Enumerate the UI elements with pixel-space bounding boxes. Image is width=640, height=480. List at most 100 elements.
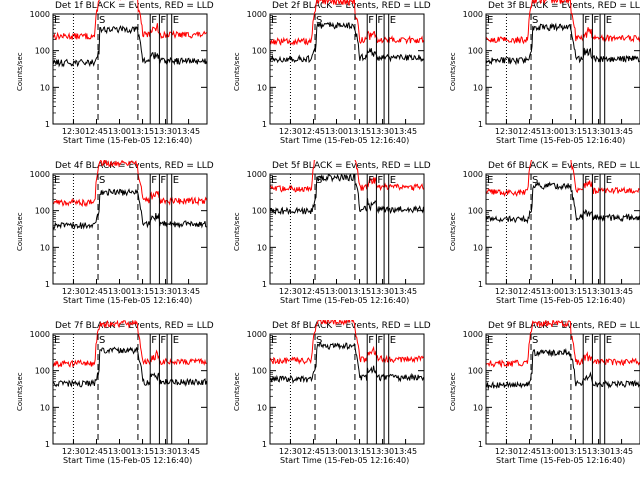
event-marker-label: E [390,335,396,346]
y-tick-label: 10 [257,83,267,92]
y-tick-label: 1 [478,440,483,449]
panel-plot: 1 10 100 1000 12:30 12:45 13:00 13:15 13:30 13:45… [247,0,425,136]
lld-series-line [485,320,640,369]
x-tick-label: 13:00 [541,127,564,136]
x-tick-label: 13:15 [348,127,371,136]
y-tick-label: 1 [262,280,267,289]
x-tick-label: 12:30 [279,287,302,296]
event-marker-label: E [173,175,179,186]
x-tick-label: 13:15 [348,447,371,456]
x-tick-label: 13:30 [371,127,394,136]
event-marker-label: F [593,15,599,26]
event-marker-label: E [173,15,179,26]
y-tick-label: 1 [45,120,50,129]
x-tick-label: 13:15 [348,287,371,296]
detector-panel: Det 7f BLACK = Events, RED = LLD 1 10 100 10… [8,320,214,480]
y-tick-label: 1000 [463,330,483,339]
x-axis-label: Start Time (15-Feb-05 12:16:40) [63,136,193,145]
lld-series-line [269,0,424,46]
event-marker-label: F [151,15,157,26]
event-marker-label: E [54,335,60,346]
detector-panel: Det 3f BLACK = Events, RED = LLD 1 10 100 10… [441,0,640,160]
x-tick-label: 12:45 [302,287,325,296]
panel-title: Det 5f BLACK = Events, RED = LLD [272,161,431,171]
panel-plot: 1 10 100 1000 12:30 12:45 13:00 13:15 13:30 13:45… [30,160,208,296]
x-tick-label: 13:00 [108,127,131,136]
y-axis-label: Counts/sec [16,212,24,251]
lld-series-line [52,0,207,41]
event-marker-label: F [368,335,374,346]
event-marker-label: E [271,335,277,346]
events-series-line [52,24,207,68]
y-tick-label: 1 [45,280,50,289]
event-marker-label: E [54,175,60,186]
x-tick-label: 13:30 [587,287,610,296]
events-series-line [269,342,424,384]
x-tick-label: 13:15 [131,287,154,296]
x-tick-label: 13:45 [177,127,200,136]
y-tick-label: 100 [35,207,50,216]
x-tick-label: 12:30 [62,287,85,296]
x-axis-label: Start Time (15-Feb-05 12:16:40) [496,136,626,145]
event-marker-label: S [99,335,105,346]
y-axis-label: Counts/sec [16,52,24,91]
panel-plot: 1 10 100 1000 12:30 12:45 13:00 13:15 13:30 13:45… [30,320,208,456]
y-tick-label: 10 [40,243,50,252]
panel-title: Det 7f BLACK = Events, RED = LLD [55,321,214,331]
x-tick-label: 12:30 [62,127,85,136]
x-tick-label: 13:45 [394,447,417,456]
event-marker-label: E [54,15,60,26]
y-axis-label: Counts/sec [233,52,241,91]
y-tick-label: 10 [473,243,483,252]
x-tick-label: 13:30 [154,447,177,456]
x-tick-label: 13:30 [371,287,394,296]
x-tick-label: 13:45 [177,287,200,296]
events-series-line [485,22,640,66]
x-tick-label: 12:45 [302,127,325,136]
plot-frame [269,333,425,445]
events-series-line [269,21,424,64]
y-tick-label: 10 [257,243,267,252]
y-tick-label: 100 [252,47,267,56]
lld-series-line [269,320,424,365]
x-tick-label: 12:30 [62,447,85,456]
y-axis-label: Counts/sec [233,212,241,251]
y-tick-label: 10 [473,403,483,412]
x-tick-label: 13:45 [610,287,633,296]
panel-title: Det 4f BLACK = Events, RED = LLD [55,161,214,171]
plot-frame [485,13,640,125]
event-marker-label: S [99,15,105,26]
x-tick-label: 12:45 [302,447,325,456]
event-marker-label: E [487,175,493,186]
y-tick-label: 100 [35,367,50,376]
panel-title: Det 1f BLACK = Events, RED = LLD [55,1,214,11]
x-tick-label: 13:30 [587,447,610,456]
x-tick-label: 13:00 [325,447,348,456]
y-tick-label: 1000 [463,170,483,179]
x-tick-label: 13:00 [108,447,131,456]
y-tick-label: 10 [257,403,267,412]
event-marker-label: E [606,175,612,186]
y-tick-label: 1000 [247,10,267,19]
event-marker-label: F [377,15,383,26]
y-tick-label: 1000 [30,170,50,179]
x-axis-label: Start Time (15-Feb-05 12:16:40) [496,456,626,465]
panel-plot: 1 10 100 1000 12:30 12:45 13:00 13:15 13:30 13:45… [463,320,640,456]
y-tick-label: 10 [40,83,50,92]
plot-frame [485,173,640,285]
x-axis-label: Start Time (15-Feb-05 12:16:40) [496,296,626,305]
events-series-line [269,173,424,216]
panel-title: Det 6f BLACK = Events, RED = LLD [488,161,640,171]
x-tick-label: 12:30 [279,127,302,136]
event-marker-label: S [316,335,322,346]
detector-panel: Det 8f BLACK = Events, RED = LLD 1 10 100 10… [225,320,431,480]
panel-plot: 1 10 100 1000 12:30 12:45 13:00 13:15 13:30 13:45… [30,0,208,136]
y-axis-label: Counts/sec [449,52,457,91]
detector-panel: Det 2f BLACK = Events, RED = LLD 1 10 100 10… [225,0,431,160]
y-tick-label: 10 [473,83,483,92]
event-marker-label: E [271,175,277,186]
x-tick-label: 12:30 [495,447,518,456]
x-tick-label: 13:15 [564,287,587,296]
event-marker-label: S [316,15,322,26]
x-tick-label: 13:00 [108,287,131,296]
